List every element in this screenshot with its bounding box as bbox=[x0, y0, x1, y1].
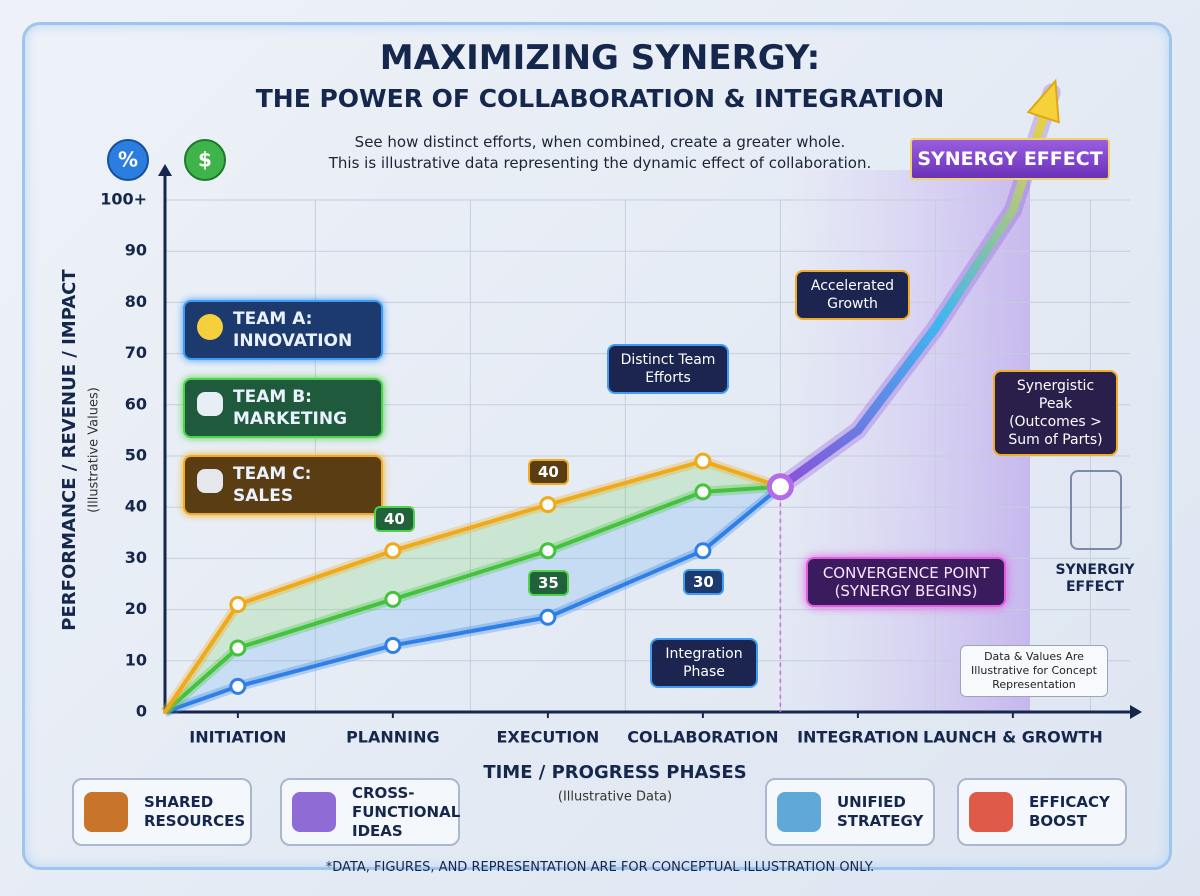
series-line bbox=[163, 484, 783, 714]
y-tick-label: 30 bbox=[125, 548, 147, 567]
y-tick-label: 60 bbox=[125, 394, 147, 413]
y-tick-label: 0 bbox=[136, 702, 147, 721]
data-point bbox=[539, 608, 557, 626]
footer: *DATA, FIGURES, AND REPRESENTATION ARE F… bbox=[325, 860, 875, 875]
y-axis-title: PERFORMANCE / REVENUE / IMPACT bbox=[59, 269, 80, 631]
data-point bbox=[694, 483, 712, 501]
y-axis-subtitle: (Illustrative Values) bbox=[87, 387, 102, 513]
title: MAXIMIZING SYNERGY: bbox=[379, 38, 821, 78]
band-fill bbox=[165, 461, 781, 712]
description-line: See how distinct efforts, when combined,… bbox=[354, 133, 846, 151]
legend-label: TEAM B: MARKETING bbox=[233, 387, 348, 429]
dollar-icon-text: $ bbox=[198, 148, 212, 172]
x-tick-label: LAUNCH & GROWTH bbox=[923, 728, 1103, 747]
callout: Synergistic Peak (Outcomes > Sum of Part… bbox=[993, 370, 1118, 456]
legend-team-c: TEAM C: SALES bbox=[183, 455, 383, 515]
y-tick-label: 70 bbox=[125, 343, 147, 362]
series-line bbox=[163, 459, 783, 714]
y-tick-label: 100+ bbox=[100, 190, 147, 209]
y-tick-label: 50 bbox=[125, 446, 147, 465]
annotation: 40 bbox=[528, 459, 569, 485]
card: CROSS-FUNCTIONAL IDEAS bbox=[280, 778, 460, 846]
card-icon bbox=[84, 792, 128, 832]
y-tick-label: 10 bbox=[125, 650, 147, 669]
description: See how distinct efforts, when combined,… bbox=[300, 132, 900, 174]
callout: CONVERGENCE POINT (SYNERGY BEGINS) bbox=[806, 557, 1006, 607]
y-tick-label: 80 bbox=[125, 292, 147, 311]
card: SHARED RESOURCES bbox=[72, 778, 252, 846]
card-icon bbox=[969, 792, 1013, 832]
card-label: CROSS-FUNCTIONAL IDEAS bbox=[352, 783, 461, 840]
synergy-banner: SYNERGY EFFECT bbox=[910, 138, 1110, 180]
synergy-icon bbox=[1070, 470, 1122, 550]
data-point bbox=[384, 542, 402, 560]
x-tick-label: INTEGRATION bbox=[797, 728, 919, 747]
data-point bbox=[539, 542, 557, 560]
card-label: SHARED RESOURCES bbox=[144, 793, 246, 830]
annotation: 35 bbox=[528, 570, 569, 596]
annotation: 40 bbox=[374, 506, 415, 532]
legend-team-b: TEAM B: MARKETING bbox=[183, 378, 383, 438]
series-line bbox=[163, 484, 783, 714]
data-point bbox=[229, 677, 247, 695]
percent-icon-text: % bbox=[118, 148, 138, 172]
x-axis-arrow bbox=[1130, 705, 1142, 719]
data-point bbox=[694, 542, 712, 560]
y-tick-label: 40 bbox=[125, 497, 147, 516]
x-tick-label: PLANNING bbox=[346, 728, 440, 747]
band-fill bbox=[165, 486, 781, 712]
card-icon bbox=[777, 792, 821, 832]
x-tick-label: EXECUTION bbox=[496, 728, 599, 747]
callout: Accelerated Growth bbox=[795, 270, 910, 320]
y-axis-arrow bbox=[158, 164, 172, 176]
x-tick-label: INITIATION bbox=[189, 728, 286, 747]
synergy-icon-label: SYNERGIY EFFECT bbox=[1055, 562, 1135, 595]
subtitle: THE POWER OF COLLABORATION & INTEGRATION bbox=[255, 84, 945, 113]
card: EFFICACY BOOST bbox=[957, 778, 1127, 846]
legend-icon bbox=[197, 469, 223, 493]
x-tick-label: COLLABORATION bbox=[627, 728, 778, 747]
data-point bbox=[229, 639, 247, 657]
annotation: 30 bbox=[683, 569, 724, 595]
card-label: UNIFIED STRATEGY bbox=[837, 793, 924, 830]
convergence-point bbox=[766, 473, 794, 501]
legend-label: TEAM C: SALES bbox=[233, 464, 312, 506]
y-tick-label: 20 bbox=[125, 599, 147, 618]
legend-label: TEAM A: INNOVATION bbox=[233, 309, 353, 351]
synergy-glow bbox=[780, 170, 1030, 712]
legend-team-a: TEAM A: INNOVATION bbox=[183, 300, 383, 360]
description-line: This is illustrative data representing t… bbox=[328, 154, 872, 172]
callout: Integration Phase bbox=[650, 638, 758, 688]
percent-icon bbox=[107, 139, 149, 181]
data-point bbox=[539, 496, 557, 514]
card: UNIFIED STRATEGY bbox=[765, 778, 935, 846]
data-point bbox=[694, 452, 712, 470]
y-tick-label: 90 bbox=[125, 241, 147, 260]
x-axis-subtitle: (Illustrative Data) bbox=[558, 790, 672, 805]
legend-icon bbox=[197, 314, 223, 340]
data-point bbox=[384, 590, 402, 608]
card-label: EFFICACY BOOST bbox=[1029, 793, 1110, 830]
data-point bbox=[384, 636, 402, 654]
frame bbox=[22, 22, 1172, 870]
card-icon bbox=[292, 792, 336, 832]
data-point bbox=[229, 595, 247, 613]
note: Data & Values Are Illustrative for Conce… bbox=[960, 645, 1108, 697]
arrow-head bbox=[1026, 78, 1060, 124]
dollar-icon bbox=[184, 139, 226, 181]
legend-icon bbox=[197, 392, 223, 416]
x-axis-title: TIME / PROGRESS PHASES bbox=[483, 762, 746, 783]
callout: Distinct Team Efforts bbox=[607, 344, 729, 394]
